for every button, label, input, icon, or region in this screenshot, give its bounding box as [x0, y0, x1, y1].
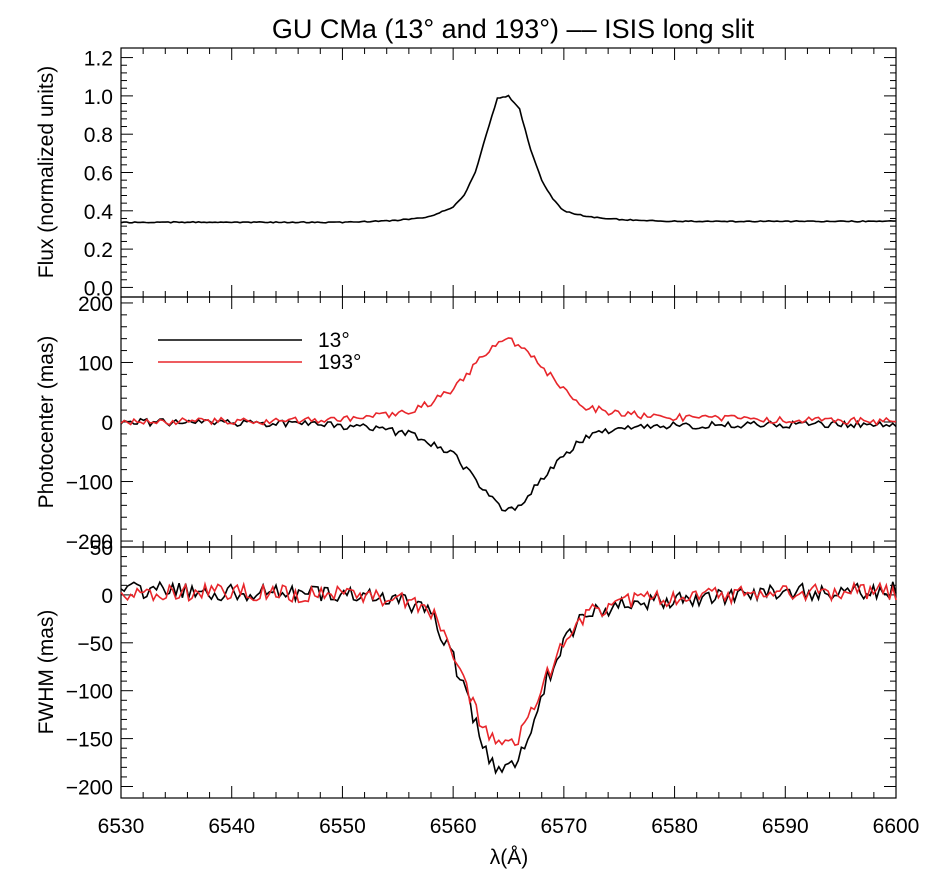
flux-series [120, 94, 897, 224]
x-axis-label: λ(Å) [490, 846, 529, 869]
fwhm-y-tick-label: 50 [90, 537, 113, 560]
legend: 13° 193° [158, 329, 361, 374]
x-tick-label: 6570 [540, 815, 587, 838]
fwhm-x-ticks [120, 547, 897, 798]
fwhm-y-tick-label: −150 [66, 729, 113, 752]
flux-y-tick-label: 1.2 [84, 48, 113, 71]
fwhm-y-tick-label: −200 [66, 777, 113, 800]
photocenter-panel: Photocenter (mas) −200 −100 0 100 200 13° 19… [35, 293, 897, 554]
flux-series-line-0 [120, 94, 897, 224]
fwhm-series-line-0 [120, 580, 897, 775]
photocenter-ylabel: Photocenter (mas) [35, 336, 58, 509]
x-tick-label: 6550 [319, 815, 366, 838]
flux-y-tick-label: 0.8 [84, 124, 113, 147]
photocenter-y-tick-label: 0 [101, 412, 113, 435]
photocenter-y-tick-label: −200 [66, 531, 113, 554]
photocenter-y-tick-label: 200 [78, 293, 113, 316]
fwhm-y-tick-label: 0 [101, 585, 113, 608]
fwhm-y-tick-label: −100 [66, 681, 113, 704]
x-tick-label: 6540 [208, 815, 255, 838]
flux-y-tick-label: 1.0 [84, 86, 113, 109]
fwhm-y-ticks: −200 −150 −100 −50 0 50 [66, 537, 896, 800]
flux-x-ticks [120, 48, 897, 297]
fwhm-panel-frame [120, 546, 897, 799]
photocenter-series-line-1 [120, 337, 897, 427]
photocenter-series-line-0 [120, 417, 897, 512]
flux-ylabel: Flux (normalized units) [35, 66, 58, 278]
legend-label-13: 13° [318, 329, 350, 352]
photocenter-y-ticks: −200 −100 0 100 200 [66, 293, 896, 554]
flux-y-tick-label: 0.2 [84, 239, 113, 262]
fwhm-series [120, 580, 897, 775]
x-tick-label: 6580 [651, 815, 698, 838]
photocenter-series [120, 337, 897, 512]
flux-panel: Flux (normalized units) 0.0 0.2 0.4 0.6 0.8 1… [35, 47, 897, 300]
fwhm-ylabel: FWHM (mas) [35, 610, 58, 735]
x-tick-label: 6530 [98, 815, 145, 838]
x-tick-label: 6600 [873, 815, 920, 838]
photocenter-y-tick-label: −100 [66, 472, 113, 495]
flux-panel-frame [120, 47, 897, 298]
photocenter-panel-frame [120, 296, 897, 548]
legend-label-193: 193° [318, 351, 361, 374]
x-tick-label: 6590 [762, 815, 809, 838]
fwhm-y-tick-label: −50 [77, 633, 113, 656]
photocenter-y-tick-label: 100 [78, 352, 113, 375]
chart-title: GU CMa (13° and 193°) –– ISIS long slit [272, 14, 755, 44]
flux-y-tick-label: 0.6 [84, 163, 113, 186]
flux-y-tick-label: 0.4 [84, 201, 114, 224]
fwhm-series-line-1 [120, 580, 897, 747]
x-tick-labels: 6530 6540 6550 6560 6570 6580 6590 6600 [98, 815, 920, 838]
photocenter-x-ticks [120, 297, 897, 547]
flux-y-ticks: 0.0 0.2 0.4 0.6 0.8 1.0 1.2 [84, 48, 896, 300]
x-tick-label: 6560 [430, 815, 477, 838]
flux-y-tick-label: 0.0 [84, 277, 113, 300]
fwhm-panel: FWHM (mas) −200 −150 −100 −50 0 50 [35, 537, 897, 800]
